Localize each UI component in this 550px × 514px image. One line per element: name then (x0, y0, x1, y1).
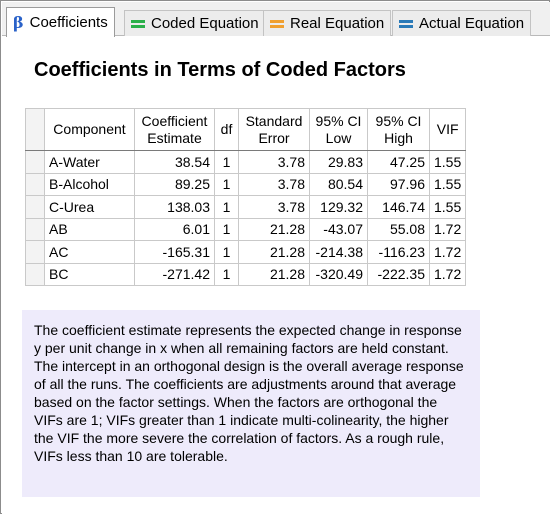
cell-ci-high: 97.96 (367, 172, 430, 196)
cell-vif: 1.55 (428, 150, 467, 174)
row-selector[interactable] (25, 262, 45, 286)
cell-df: 1 (214, 195, 239, 219)
col-header-standard-error[interactable]: Standard Error (238, 108, 310, 151)
cell-standard-error: 3.78 (238, 195, 310, 219)
cell-vif: 1.72 (428, 240, 467, 264)
row-selector[interactable] (25, 240, 45, 264)
cell-component: B-Alcohol (44, 172, 135, 196)
cell-vif: 1.72 (428, 262, 467, 286)
beta-icon: β (13, 13, 24, 32)
cell-df: 1 (214, 172, 239, 196)
tab-actual-equation[interactable]: Actual Equation (392, 10, 532, 36)
col-header-vif[interactable]: VIF (428, 108, 467, 151)
cell-component: A-Water (44, 150, 135, 174)
cell-df: 1 (214, 150, 239, 174)
row-selector[interactable] (25, 150, 45, 174)
cell-component: AC (44, 240, 135, 264)
row-selector-header[interactable] (25, 108, 45, 151)
page-title: Coefficients in Terms of Coded Factors (34, 59, 406, 81)
cell-estimate: 38.54 (134, 150, 215, 174)
equals-icon (131, 19, 145, 28)
coefficients-panel: Coefficients in Terms of Coded Factors C… (2, 36, 550, 514)
table-row[interactable]: C-Urea 138.03 1 3.78 129.32 146.74 1.55 (25, 195, 467, 219)
cell-ci-high: 55.08 (367, 217, 430, 241)
tab-coefficients[interactable]: β Coefficients (6, 7, 115, 37)
cell-estimate: 138.03 (134, 195, 215, 219)
cell-vif: 1.55 (428, 172, 467, 196)
col-header-coefficient-estimate[interactable]: Coefficient Estimate (134, 108, 215, 151)
equals-icon (399, 19, 413, 28)
coefficients-table: Component Coefficient Estimate df Standar… (25, 108, 467, 286)
row-selector[interactable] (25, 195, 45, 219)
tab-real-equation[interactable]: Real Equation (263, 10, 392, 36)
table-row[interactable]: AC -165.31 1 21.28 -214.38 -116.23 1.72 (25, 240, 467, 264)
cell-ci-low: 29.83 (309, 150, 368, 174)
cell-ci-low: -320.49 (309, 262, 368, 286)
cell-vif: 1.55 (428, 195, 467, 219)
cell-estimate: -271.42 (134, 262, 215, 286)
tab-label: Coded Equation (151, 15, 259, 32)
cell-ci-high: 146.74 (367, 195, 430, 219)
cell-standard-error: 3.78 (238, 172, 310, 196)
cell-ci-low: -43.07 (309, 217, 368, 241)
cell-df: 1 (214, 240, 239, 264)
table-row[interactable]: A-Water 38.54 1 3.78 29.83 47.25 1.55 (25, 150, 467, 174)
cell-standard-error: 21.28 (238, 217, 310, 241)
col-header-component[interactable]: Component (44, 108, 135, 151)
row-selector[interactable] (25, 172, 45, 196)
cell-estimate: -165.31 (134, 240, 215, 264)
cell-standard-error: 3.78 (238, 150, 310, 174)
cell-standard-error: 21.28 (238, 240, 310, 264)
cell-df: 1 (214, 262, 239, 286)
cell-estimate: 6.01 (134, 217, 215, 241)
col-header-ci-high[interactable]: 95% CI High (367, 108, 430, 151)
tab-bar: β Coefficients Coded Equation Real Equat… (2, 2, 550, 37)
table-row[interactable]: B-Alcohol 89.25 1 3.78 80.54 97.96 1.55 (25, 172, 467, 196)
cell-ci-high: -116.23 (367, 240, 430, 264)
table-row[interactable]: AB 6.01 1 21.28 -43.07 55.08 1.72 (25, 217, 467, 241)
tab-label: Actual Equation (419, 15, 525, 32)
tab-label: Real Equation (290, 15, 385, 32)
coefficients-explanation-note: The coefficient estimate represents the … (22, 310, 480, 497)
cell-component: BC (44, 262, 135, 286)
cell-ci-low: 80.54 (309, 172, 368, 196)
cell-vif: 1.72 (428, 217, 467, 241)
cell-ci-low: -214.38 (309, 240, 368, 264)
col-header-df[interactable]: df (214, 108, 239, 151)
cell-component: C-Urea (44, 195, 135, 219)
col-header-ci-low[interactable]: 95% CI Low (309, 108, 368, 151)
cell-component: AB (44, 217, 135, 241)
cell-ci-high: -222.35 (367, 262, 430, 286)
cell-estimate: 89.25 (134, 172, 215, 196)
cell-ci-high: 47.25 (367, 150, 430, 174)
table-header-row: Component Coefficient Estimate df Standar… (25, 108, 467, 151)
equals-icon (270, 19, 284, 28)
tab-label: Coefficients (29, 14, 108, 31)
table-row[interactable]: BC -271.42 1 21.28 -320.49 -222.35 1.72 (25, 262, 467, 286)
cell-df: 1 (214, 217, 239, 241)
cell-standard-error: 21.28 (238, 262, 310, 286)
row-selector[interactable] (25, 217, 45, 241)
tab-coded-equation[interactable]: Coded Equation (124, 10, 266, 36)
cell-ci-low: 129.32 (309, 195, 368, 219)
